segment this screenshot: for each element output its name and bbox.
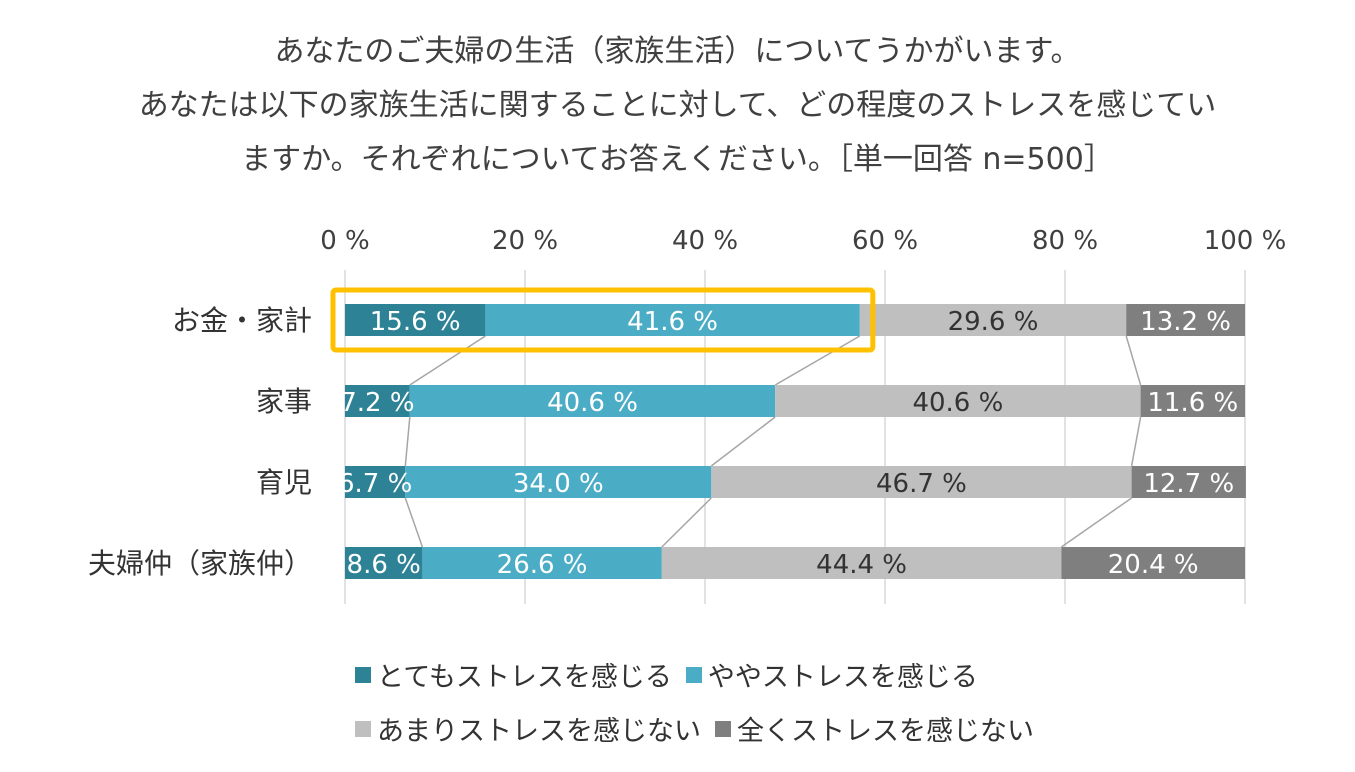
category-label: 家事 (256, 385, 312, 418)
bar-segment (1126, 304, 1245, 336)
data-label: 40.6 % (547, 388, 638, 418)
series-connector-line (404, 416, 411, 467)
data-label: 13.2 % (1140, 307, 1231, 337)
legend-swatch-very-stressed (355, 666, 371, 683)
bar-segment (345, 547, 423, 579)
category-label: 夫婦仲（家族仲） (88, 547, 312, 580)
series-connector-line (1060, 497, 1133, 548)
legend-label-not-stressed-at-all: 全くストレスを感じない (737, 716, 1034, 747)
bar-segment (1131, 466, 1246, 498)
data-label: 8.6 % (347, 550, 421, 580)
data-label: 15.6 % (370, 307, 461, 337)
data-label: 6.7 % (338, 469, 412, 499)
data-label: 46.7 % (876, 469, 967, 499)
legend-item-not-very-stressed: あまりストレスを感じない (355, 709, 701, 748)
chart-title-line-1: あなたのご夫婦の生活（家族生活）についてうかがいます。 (274, 34, 1081, 69)
bar-segment (1061, 547, 1245, 579)
bar-segment (859, 304, 1127, 336)
x-tick-label: 0 % (320, 226, 370, 256)
series-connector-line (774, 335, 861, 386)
highlight-box (330, 287, 876, 353)
series-connector-line (409, 335, 486, 386)
data-label: 29.6 % (948, 307, 1039, 337)
stacked-bar-chart: 0 % 20 % 40 % 60 % 80 % 100 % お金・家計 15.6 % 41.6 … (88, 226, 1287, 604)
x-tick-label: 100 % (1204, 226, 1287, 256)
series-connector-line (710, 416, 776, 467)
bar-segment (409, 385, 776, 417)
x-tick-label: 60 % (852, 226, 918, 256)
category-label: 育児 (256, 466, 312, 499)
bar-segment (711, 466, 1132, 498)
chart-title-line-3: ますか。それぞれについてお答えください。［単一回答 n=500］ (241, 142, 1114, 177)
legend-label-very-stressed: とてもストレスを感じる (377, 662, 672, 693)
data-label: 44.4 % (816, 550, 907, 580)
legend-swatch-not-stressed-at-all (715, 720, 731, 737)
legend-swatch-not-very-stressed (355, 720, 371, 737)
legend-label-not-very-stressed: あまりストレスを感じない (377, 716, 701, 747)
series-connector-line (1130, 416, 1142, 467)
legend-item-very-stressed: とてもストレスを感じる (355, 655, 672, 694)
bar-segment (661, 547, 1062, 579)
data-label: 41.6 % (627, 307, 718, 337)
data-label: 11.6 % (1147, 388, 1238, 418)
bar-segment (345, 385, 410, 417)
data-label: 34.0 % (513, 469, 604, 499)
bar-segment (485, 304, 860, 336)
legend-item-not-stressed-at-all: 全くストレスを感じない (715, 709, 1034, 748)
bar-segment (1140, 385, 1245, 417)
legend-item-somewhat-stressed: ややストレスを感じる (685, 655, 978, 694)
data-label: 40.6 % (912, 388, 1003, 418)
series-connector-line (661, 497, 712, 548)
series-connector-line (1125, 335, 1142, 386)
data-label: 7.2 % (340, 388, 414, 418)
bar-segment (345, 304, 486, 336)
bar-segment (775, 385, 1141, 417)
data-label: 26.6 % (497, 550, 588, 580)
data-label: 12.7 % (1143, 469, 1234, 499)
data-label: 20.4 % (1108, 550, 1199, 580)
legend-row-1: とてもストレスを感じる ややストレスを感じる (355, 655, 992, 694)
legend-swatch-somewhat-stressed (685, 666, 702, 683)
bar-segment (405, 466, 712, 498)
x-tick-label: 80 % (1032, 226, 1098, 256)
x-tick-label: 40 % (672, 226, 738, 256)
legend-row-2: あまりストレスを感じない 全くストレスを感じない (355, 709, 1048, 748)
category-label: お金・家計 (172, 304, 312, 337)
series-connector-line (404, 497, 424, 548)
chart-title-line-2: あなたは以下の家族生活に関することに対して、どの程度のストレスを感じてい (138, 88, 1217, 123)
x-tick-label: 20 % (492, 226, 558, 256)
legend-label-somewhat-stressed: ややストレスを感じる (707, 662, 978, 693)
bar-segment (422, 547, 662, 579)
bar-segment (345, 466, 406, 498)
